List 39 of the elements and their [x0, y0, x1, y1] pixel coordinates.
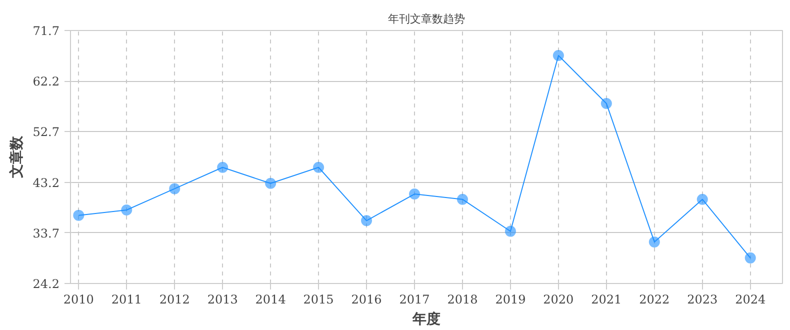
- point: [361, 215, 372, 226]
- y-tick-label: 62.2: [32, 74, 60, 89]
- x-tick-label: 2013: [207, 292, 238, 306]
- y-tick-label: 71.7: [32, 24, 60, 38]
- y-tick-label: 33.7: [32, 226, 60, 240]
- x-tick-label: 2017: [399, 292, 430, 306]
- x-axis-title: 年度: [412, 310, 440, 328]
- y-tick-label: 24.2: [32, 277, 60, 291]
- y-tick-label: 52.7: [32, 125, 60, 140]
- point: [648, 236, 660, 248]
- point: [265, 178, 276, 189]
- point: [313, 162, 324, 173]
- x-tick-label: 2015: [303, 292, 334, 306]
- y-axis-title: 文章数: [8, 135, 25, 179]
- x-tick-label: 2011: [111, 292, 142, 306]
- y-tick-label: 43.2: [32, 176, 60, 190]
- x-tick-label: 2021: [591, 292, 622, 306]
- point: [456, 194, 468, 205]
- point: [73, 210, 84, 221]
- x-tick-label: 2016: [351, 292, 382, 306]
- x-tick-label: 2018: [447, 292, 478, 306]
- x-tick-label: 2022: [639, 292, 670, 306]
- point: [600, 98, 612, 109]
- point: [121, 204, 132, 216]
- x-tick-label: 2014: [255, 292, 286, 306]
- point: [696, 194, 708, 205]
- point: [169, 183, 180, 194]
- point: [409, 188, 420, 200]
- x-tick-label: 2010: [63, 292, 94, 306]
- point: [504, 226, 516, 237]
- x-tick-label: 2024: [735, 292, 766, 306]
- chart-title: 年刊文章数趋势: [388, 12, 465, 26]
- x-tick-label: 2019: [495, 292, 526, 306]
- point: [744, 252, 756, 264]
- point: [552, 50, 564, 62]
- x-tick-label: 2012: [159, 292, 190, 306]
- x-tick-label: 2023: [687, 292, 718, 306]
- point: [217, 162, 228, 173]
- x-tick-label: 2020: [543, 292, 574, 306]
